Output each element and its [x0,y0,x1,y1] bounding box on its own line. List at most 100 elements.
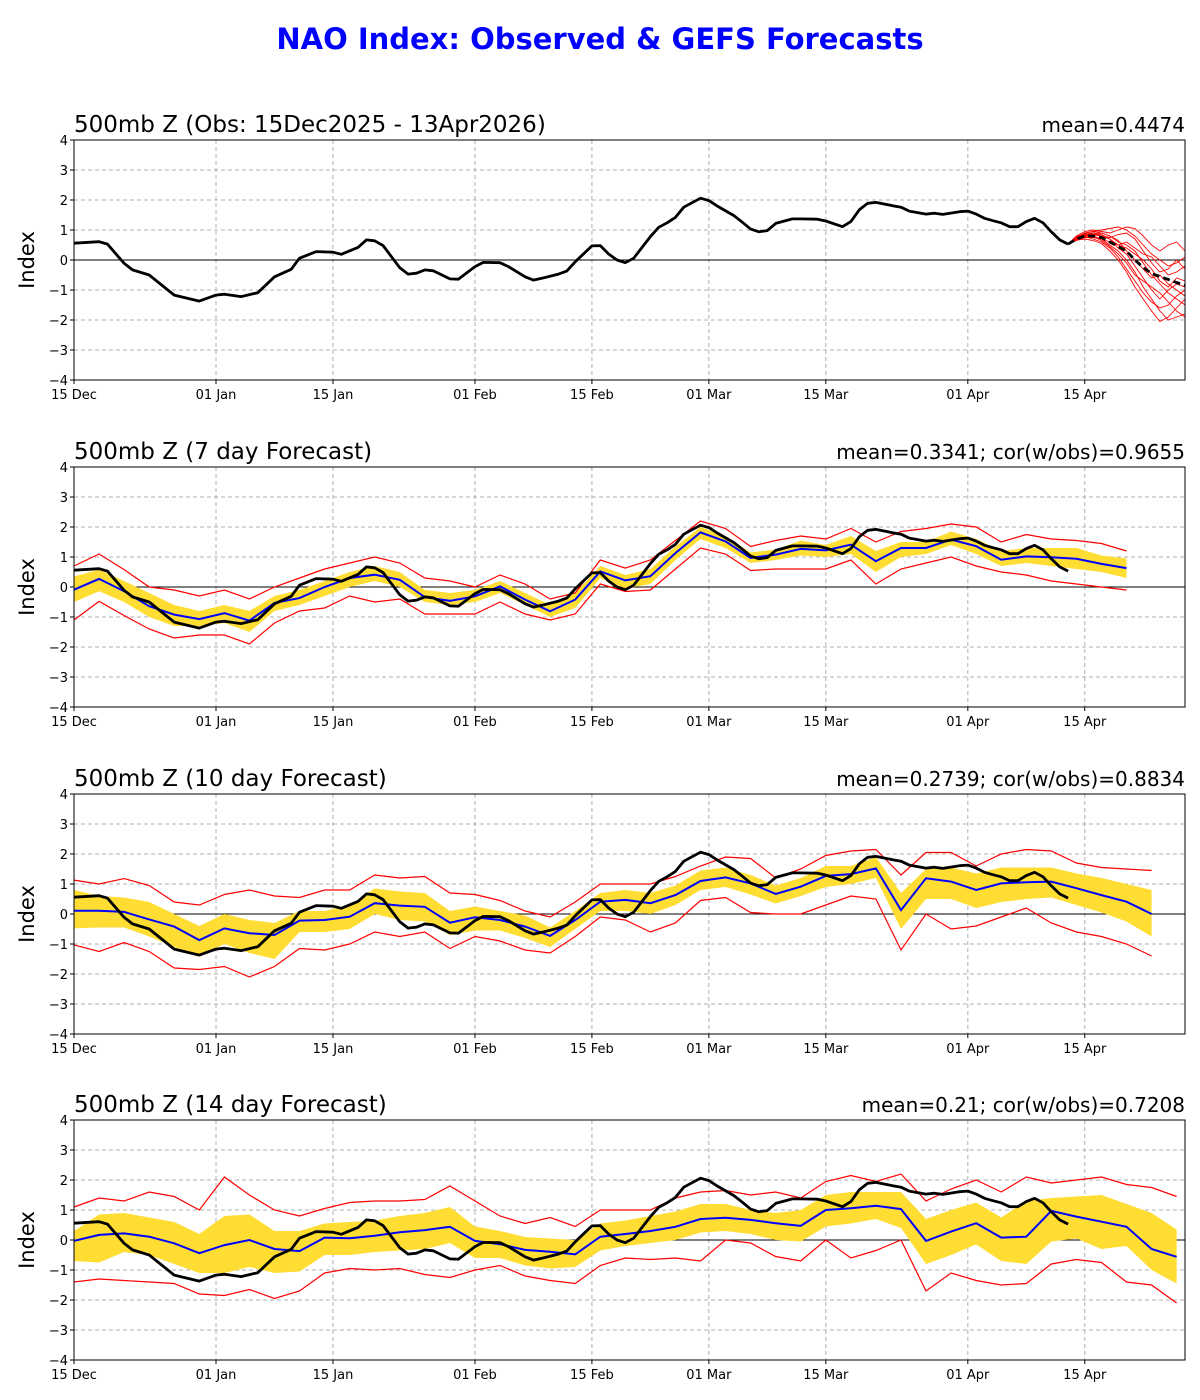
y-axis-label: Index [15,558,39,616]
x-tick-label: 15 Feb [570,715,614,730]
y-tick-label: 0 [60,908,68,923]
x-tick-label: 01 Feb [453,1042,497,1057]
x-tick-label: 01 Apr [946,1042,990,1057]
x-tick-label: 15 Dec [51,1368,97,1383]
x-tick-label: 01 Apr [946,1368,990,1383]
x-tick-label: 01 Feb [453,1368,497,1383]
panel-3: 4 3 2 1 0 −1 −2 −3 −415 Dec 01 Jan 15 Jan 01 Feb 15 … [15,766,1186,1057]
x-tick-label: 15 Jan [313,388,354,403]
panel-4: 4 3 2 1 0 −1 −2 −3 −415 Dec 01 Jan 15 Jan 01 Feb 15 … [15,1092,1186,1383]
x-tick-label: 01 Mar [686,715,732,730]
gefs-member-line [1067,232,1186,276]
x-tick-label: 15 Dec [51,388,97,403]
y-tick-label: −2 [49,968,68,983]
ensemble-mean-line [74,867,1153,942]
y-tick-label: −2 [49,641,68,656]
panel-2: 4 3 2 1 0 −1 −2 −3 −415 Dec 01 Jan 15 Jan 01 Feb 15 … [15,439,1186,730]
y-tick-label: 2 [60,194,68,209]
ensemble-mean-line [73,1204,1177,1258]
panel-stats: mean=0.3341; cor(w/obs)=0.9655 [836,440,1185,464]
x-tick-label: 15 Feb [570,1368,614,1383]
gefs-member-line [1067,226,1186,252]
y-tick-label: 2 [60,1174,68,1189]
y-tick-label: −4 [49,1028,68,1043]
observed-line [73,196,1069,303]
y-axis-label: Index [15,1211,39,1269]
y-tick-label: −4 [49,701,68,716]
x-tick-label: 15 Jan [313,715,354,730]
x-tick-label: 15 Jan [313,1042,354,1057]
min-line [73,547,1127,645]
gefs-member-line [1067,231,1186,297]
y-tick-label: 4 [60,788,68,803]
y-tick-label: 3 [60,818,68,833]
observed-line [73,1176,1069,1283]
y-tick-label: −1 [49,1264,68,1279]
y-tick-label: −4 [49,374,68,389]
x-tick-label: 15 Feb [570,388,614,403]
y-tick-label: 1 [60,224,68,239]
gefs-member-line [1067,232,1186,300]
y-tick-label: −1 [49,284,68,299]
x-tick-label: 01 Jan [196,1042,237,1057]
y-tick-label: −3 [49,671,68,686]
y-tick-label: −3 [49,344,68,359]
panel-title: 500mb Z (Obs: 15Dec2025 - 13Apr2026) [74,112,546,138]
y-tick-label: 0 [60,1234,68,1249]
x-tick-label: 01 Jan [196,388,237,403]
panel-title: 500mb Z (14 day Forecast) [74,1092,387,1118]
y-tick-label: 1 [60,1204,68,1219]
y-tick-label: 0 [60,581,68,596]
panel-stats: mean=0.4474 [1042,113,1185,137]
x-tick-label: 15 Mar [803,715,849,730]
plot-frame [73,139,1186,381]
x-tick-label: 15 Mar [803,388,849,403]
panel-stats: mean=0.2739; cor(w/obs)=0.8834 [836,767,1185,791]
y-tick-label: −2 [49,314,68,329]
gefs-member-line [1067,238,1186,323]
plot-frame [73,466,1186,708]
y-tick-label: 4 [60,461,68,476]
y-tick-label: −3 [49,998,68,1013]
panel-1: 4 3 2 1 0 −1 −2 −3 −415 Dec 01 Jan 15 Jan 01 Feb 15 … [15,112,1186,403]
x-tick-label: 15 Apr [1063,388,1107,403]
x-tick-label: 01 Apr [946,715,990,730]
x-tick-label: 15 Mar [803,1368,849,1383]
gefs-member-line [1067,232,1186,306]
x-tick-label: 01 Mar [686,1368,732,1383]
x-tick-label: 01 Mar [686,388,732,403]
x-tick-label: 01 Feb [453,715,497,730]
y-tick-label: 3 [60,164,68,179]
plot-frame [73,1119,1186,1361]
max-line [73,848,1152,918]
y-tick-label: 2 [60,521,68,536]
spread-band [74,857,1152,959]
y-tick-label: −2 [49,1294,68,1309]
x-tick-label: 15 Dec [51,1042,97,1057]
x-tick-label: 01 Apr [946,388,990,403]
y-tick-label: 4 [60,1114,68,1129]
x-tick-label: 15 Apr [1063,715,1107,730]
y-tick-label: −3 [49,1324,68,1339]
y-tick-label: −1 [49,611,68,626]
x-tick-label: 01 Mar [686,1042,732,1057]
y-tick-label: 2 [60,848,68,863]
y-tick-label: 3 [60,1144,68,1159]
panel-title: 500mb Z (10 day Forecast) [74,766,387,792]
y-tick-label: 4 [60,134,68,149]
x-tick-label: 01 Jan [196,715,237,730]
observed-line [73,523,1069,630]
max-line [73,1173,1177,1228]
spread-band [74,1192,1177,1284]
gefs-mean-line [1067,234,1186,287]
y-tick-label: 3 [60,491,68,506]
x-tick-label: 15 Feb [570,1042,614,1057]
panel-stats: mean=0.21; cor(w/obs)=0.7208 [862,1093,1185,1117]
panel-title: 500mb Z (7 day Forecast) [74,439,372,465]
gefs-member-line [1067,235,1186,318]
y-tick-label: −1 [49,938,68,953]
x-tick-label: 01 Feb [453,388,497,403]
y-tick-label: −4 [49,1354,68,1369]
x-tick-label: 15 Apr [1063,1042,1107,1057]
